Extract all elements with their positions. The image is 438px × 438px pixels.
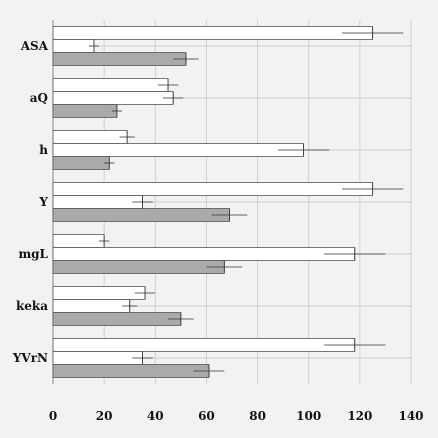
bar <box>52 247 356 261</box>
bar <box>52 299 131 313</box>
x-tick-label: 80 <box>249 409 266 423</box>
x-tick-label: 20 <box>96 409 113 423</box>
bar <box>52 234 105 248</box>
bar <box>52 364 210 378</box>
bar <box>52 156 110 170</box>
bar <box>52 143 305 157</box>
x-tick-label: 120 <box>347 409 372 423</box>
category-label: ASA <box>20 39 49 53</box>
category-label: h <box>39 143 48 157</box>
category-label: aQ <box>30 91 48 105</box>
x-tick-label: 0 <box>49 409 57 423</box>
bar <box>52 312 182 326</box>
bar <box>52 208 230 222</box>
x-tick-label: 100 <box>296 409 321 423</box>
x-tick-label: 40 <box>147 409 164 423</box>
category-label: mgL <box>18 247 48 261</box>
bar <box>52 195 143 209</box>
bars <box>52 26 374 378</box>
x-tick-label: 60 <box>198 409 215 423</box>
bar <box>52 286 146 300</box>
category-label: Y <box>38 195 48 209</box>
bar <box>52 26 374 40</box>
bar <box>52 182 374 196</box>
bar <box>52 39 95 53</box>
category-label: YVrN <box>12 351 48 365</box>
bar <box>52 351 143 365</box>
error-bars <box>88 27 404 377</box>
bar <box>52 104 118 118</box>
bar <box>52 91 174 105</box>
bar <box>52 52 187 66</box>
category-label: keka <box>16 299 48 313</box>
bar <box>52 130 128 144</box>
x-tick-label: 140 <box>398 409 423 423</box>
x-axis-ticks: 0 20 40 60 80 100 120 140 <box>49 409 424 423</box>
bar <box>52 260 225 274</box>
bar <box>52 78 169 92</box>
bar <box>52 338 356 352</box>
